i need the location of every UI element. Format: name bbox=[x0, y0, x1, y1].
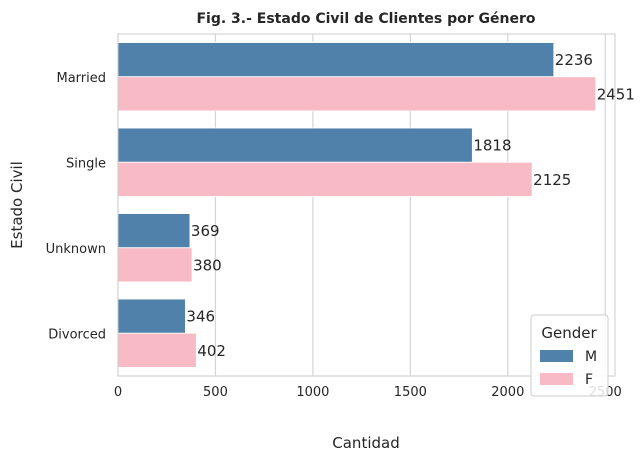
y-tick-label-single: Single bbox=[66, 156, 106, 171]
data-label-married-f: 2451 bbox=[597, 85, 635, 103]
x-tick-label-1500: 1500 bbox=[394, 385, 427, 400]
legend-swatch-m bbox=[540, 350, 573, 362]
y-tick-label-divorced: Divorced bbox=[48, 327, 106, 342]
bars bbox=[117, 42, 597, 368]
legend-label-m: M bbox=[585, 349, 597, 365]
data-label-divorced-m: 346 bbox=[186, 308, 215, 326]
y-tick-label-married: Married bbox=[56, 71, 106, 86]
y-ticks: Married Single Unknown Divorced bbox=[46, 71, 106, 343]
data-label-unknown-f: 380 bbox=[193, 256, 222, 274]
bar-single-m bbox=[117, 127, 473, 163]
plot-frame bbox=[117, 33, 616, 377]
x-axis-label: Cantidad bbox=[332, 434, 399, 452]
x-tick-label-1000: 1000 bbox=[296, 385, 329, 400]
legend-swatch-f bbox=[540, 373, 573, 385]
y-tick-label-unknown: Unknown bbox=[46, 242, 106, 257]
bar-divorced-m bbox=[117, 298, 186, 334]
data-label-unknown-m: 369 bbox=[191, 222, 220, 240]
data-label-single-f: 2125 bbox=[533, 171, 571, 189]
chart-title: Fig. 3.- Estado Civil de Clientes por Gé… bbox=[196, 11, 535, 27]
x-tick-label-0: 0 bbox=[114, 385, 122, 400]
bar-married-f bbox=[117, 76, 597, 112]
data-label-single-m: 1818 bbox=[473, 137, 511, 155]
y-axis-label: Estado Civil bbox=[8, 161, 26, 249]
data-label-married-m: 2236 bbox=[555, 51, 593, 69]
bar-divorced-f bbox=[117, 332, 197, 368]
bar-unknown-f bbox=[117, 247, 193, 283]
legend-title: Gender bbox=[541, 324, 597, 342]
bar-married-m bbox=[117, 42, 555, 78]
bar-unknown-m bbox=[117, 213, 191, 249]
legend: Gender M F bbox=[530, 314, 609, 397]
legend-label-f: F bbox=[585, 372, 593, 388]
x-tick-label-2000: 2000 bbox=[491, 385, 524, 400]
data-label-divorced-f: 402 bbox=[197, 342, 226, 360]
bar-single-f bbox=[117, 161, 533, 197]
x-tick-label-500: 500 bbox=[203, 385, 228, 400]
